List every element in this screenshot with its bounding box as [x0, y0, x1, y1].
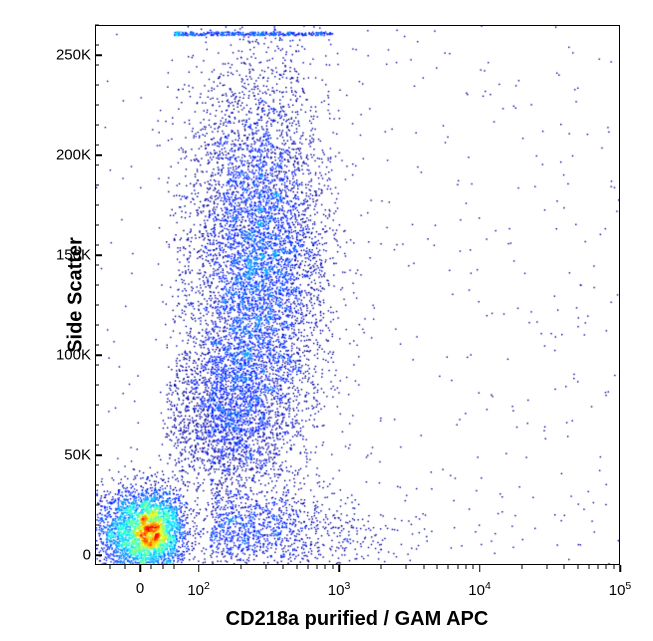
y-minor-tick [95, 145, 99, 146]
y-minor-tick [95, 245, 99, 246]
y-minor-tick [95, 125, 99, 126]
x-minor-tick [521, 565, 522, 569]
y-minor-tick [95, 345, 99, 346]
y-tick-mark [95, 354, 102, 356]
y-minor-tick [95, 65, 99, 66]
y-tick-label: 100K [56, 347, 91, 364]
y-minor-tick [95, 445, 99, 446]
x-minor-tick [577, 565, 578, 569]
flow-cytometry-chart: Side Scatter CD218a purified / GAM APC 0… [0, 0, 653, 641]
y-minor-tick [95, 465, 99, 466]
x-tick-mark [619, 565, 621, 572]
y-minor-tick [95, 325, 99, 326]
x-minor-tick [151, 565, 152, 569]
x-tick-label: 102 [187, 580, 210, 599]
y-tick-mark [95, 54, 102, 56]
x-tick-label: 104 [468, 580, 491, 599]
x-axis-label: CD218a purified / GAM APC [226, 608, 489, 631]
x-minor-tick [332, 565, 333, 569]
y-tick-label: 150K [56, 247, 91, 264]
x-minor-tick [457, 565, 458, 569]
x-minor-tick [110, 565, 111, 569]
y-minor-tick [95, 525, 99, 526]
x-minor-tick [406, 565, 407, 569]
y-minor-tick [95, 405, 99, 406]
y-minor-tick [95, 485, 99, 486]
y-tick-label: 50K [64, 447, 91, 464]
y-minor-tick [95, 305, 99, 306]
y-tick-label: 0 [83, 547, 91, 564]
y-minor-tick [95, 425, 99, 426]
x-minor-tick [473, 565, 474, 569]
x-minor-tick [448, 565, 449, 569]
x-minor-tick [613, 565, 614, 569]
x-minor-tick [588, 565, 589, 569]
x-tick-label: 105 [609, 580, 632, 599]
y-tick-mark [95, 554, 102, 556]
y-minor-tick [95, 365, 99, 366]
y-minor-tick [95, 505, 99, 506]
x-minor-tick [317, 565, 318, 569]
x-minor-tick [173, 565, 174, 569]
x-tick-mark [139, 565, 141, 572]
x-minor-tick [606, 565, 607, 569]
y-tick-label: 200K [56, 147, 91, 164]
x-minor-tick [381, 565, 382, 569]
x-minor-tick [423, 565, 424, 569]
y-minor-tick [95, 45, 99, 46]
y-minor-tick [95, 545, 99, 546]
y-minor-tick [95, 185, 99, 186]
x-minor-tick [598, 565, 599, 569]
density-scatter-canvas [96, 26, 619, 564]
x-minor-tick [564, 565, 565, 569]
y-tick-label: 250K [56, 47, 91, 64]
x-tick-mark [338, 565, 340, 572]
x-minor-tick [307, 565, 308, 569]
y-minor-tick [95, 225, 99, 226]
x-minor-tick [465, 565, 466, 569]
x-minor-tick [240, 565, 241, 569]
y-minor-tick [95, 385, 99, 386]
plot-area [95, 25, 620, 565]
x-minor-tick [283, 565, 284, 569]
y-minor-tick [95, 85, 99, 86]
x-tick-label: 103 [328, 580, 351, 599]
y-minor-tick [95, 105, 99, 106]
x-tick-mark [479, 565, 481, 572]
y-minor-tick [95, 285, 99, 286]
x-minor-tick [265, 565, 266, 569]
y-minor-tick [95, 265, 99, 266]
y-tick-mark [95, 254, 102, 256]
x-minor-tick [437, 565, 438, 569]
y-minor-tick [95, 25, 99, 26]
x-tick-mark [198, 565, 200, 572]
x-minor-tick [296, 565, 297, 569]
x-minor-tick [546, 565, 547, 569]
x-minor-tick [325, 565, 326, 569]
y-minor-tick [95, 205, 99, 206]
y-minor-tick [95, 165, 99, 166]
y-tick-mark [95, 454, 102, 456]
x-minor-tick [162, 565, 163, 569]
y-tick-mark [95, 154, 102, 156]
x-minor-tick [125, 565, 126, 569]
x-tick-label: 0 [136, 580, 144, 597]
